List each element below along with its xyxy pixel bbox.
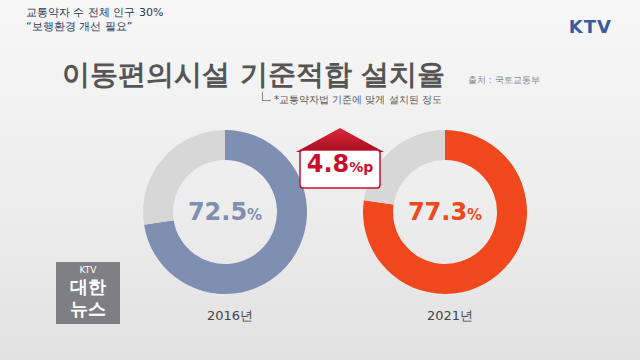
html-text:KTV: KTV (568, 16, 612, 37)
html-text:*교통약자법 기준에 맞게 설치된 정도: *교통약자법 기준에 맞게 설치된 정도 (274, 94, 442, 105)
html-text:출처 : 국토교통부: 출처 : 국토교통부 (468, 75, 540, 85)
svg-text:2016년: 2016년 (207, 308, 253, 323)
html-text:이동편의시설 기준적합 설치율: 이동편의시설 기준적합 설치율 (62, 58, 446, 91)
svg-text:%: % (467, 206, 482, 224)
svg-text:72.5: 72.5 (188, 198, 247, 226)
svg-text:77.3: 77.3 (408, 198, 467, 226)
svg-text:2021년: 2021년 (427, 308, 473, 323)
html-text:“보행환경 개선 필요”: “보행환경 개선 필요” (26, 20, 133, 33)
svg-text:%: % (247, 206, 262, 224)
html-text:대한: 대한 (70, 276, 106, 297)
html-text:뉴스: 뉴스 (70, 298, 106, 319)
html-text:교통약자 수 전체 인구 30%: 교통약자 수 전체 인구 30% (26, 6, 164, 19)
html-text:4.8%p: 4.8%p (306, 150, 374, 178)
html-text:KTV: KTV (79, 265, 97, 275)
